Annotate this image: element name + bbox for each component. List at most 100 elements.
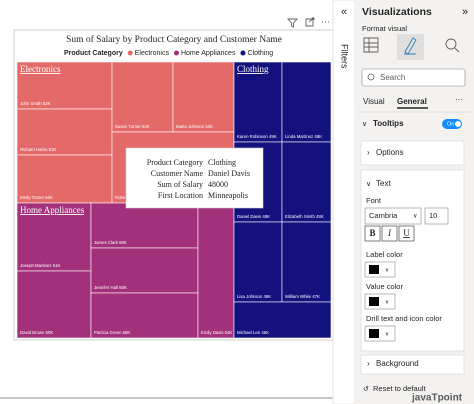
tooltip-value: Daniel Davis: [208, 169, 250, 178]
tile: [233, 301, 332, 339]
tile: [233, 61, 283, 143]
style-button[interactable]: [364, 225, 381, 242]
text-section[interactable]: Text: [376, 179, 391, 188]
tooltip-key: First Location: [158, 191, 203, 200]
search-box[interactable]: [361, 68, 466, 87]
group-label: Clothing: [237, 64, 269, 74]
expand-icon[interactable]: »: [462, 6, 468, 18]
tooltip-key: Product Category: [147, 158, 203, 167]
legend: Product Category Electronics Home Applianc…: [64, 50, 273, 57]
tile-label: Robe: [115, 195, 126, 200]
more-options[interactable]: ···: [455, 95, 463, 104]
tile: [281, 61, 332, 143]
tooltip-key: Customer Name: [151, 169, 204, 178]
tooltip-box: [125, 147, 264, 209]
tile-label: Joseph Martinez 61K: [20, 263, 60, 268]
tooltip-key: Sum of Salary: [157, 180, 203, 189]
tile: [16, 61, 113, 110]
tooltip-value: 48000: [208, 180, 228, 189]
style-label: I: [387, 228, 392, 238]
reset-icon[interactable]: ↺: [363, 386, 369, 393]
swatch: [369, 297, 379, 306]
legend-dot: [173, 50, 179, 56]
pane-subtitle: Format visual: [362, 24, 407, 33]
chevron[interactable]: ∨: [362, 121, 367, 128]
visual-header-icons: [287, 17, 329, 28]
format-selected: [397, 34, 424, 60]
chevron: ∨: [385, 267, 389, 273]
style-button[interactable]: [381, 225, 398, 242]
legend-dot: [240, 50, 246, 56]
filter-icon[interactable]: [287, 18, 298, 28]
options-card[interactable]: [360, 140, 465, 166]
filters-label[interactable]: Filters: [340, 44, 350, 69]
tile-label: David Brown 60K: [20, 330, 53, 335]
reset-link[interactable]: Reset to default: [373, 384, 426, 393]
analytics-icon[interactable]: [445, 38, 457, 50]
chevron: ›: [367, 148, 370, 157]
tile-label: Jennifer Hall 55K: [94, 285, 127, 290]
tooltips-section[interactable]: Tooltips: [373, 119, 404, 128]
background-card[interactable]: [360, 354, 465, 375]
format-icons: [363, 34, 460, 60]
tile-label: Michael Lee 45K: [237, 330, 269, 335]
chevron[interactable]: ∨: [366, 181, 371, 188]
tooltip-value: Clothing: [208, 158, 236, 167]
swatch: [369, 329, 379, 338]
tooltip: Product Category Clothing Customer Name Dan…: [125, 147, 264, 209]
search-placeholder: Search: [380, 73, 405, 82]
format-icon[interactable]: [404, 37, 417, 55]
tile: [16, 154, 113, 204]
watermark: javaTpoint: [411, 393, 463, 404]
background-section[interactable]: Background: [376, 359, 419, 368]
tile: [281, 141, 332, 223]
tile-label: Emily Turner 50K: [20, 195, 53, 200]
chevron: ›: [367, 359, 370, 368]
legend-label: Product Category: [64, 50, 123, 57]
tile-label: Richard Harris 51K: [20, 147, 56, 152]
tile: [197, 202, 235, 339]
collapse-icon[interactable]: «: [341, 6, 347, 18]
tile-label: Susan Turner 54K: [115, 124, 150, 129]
focus-icon[interactable]: [305, 17, 315, 27]
tile: [90, 247, 199, 294]
group-label: Home Appliances: [20, 205, 85, 215]
tile-label: Patricia Green 58K: [94, 330, 130, 335]
font-dropdown[interactable]: [364, 207, 422, 225]
chevron: ∨: [413, 214, 417, 220]
pane-title: Visualizations: [362, 6, 432, 18]
legend-item: Electronics: [135, 50, 170, 57]
tile-label: Elizabeth Smith 48K: [285, 214, 324, 219]
size-value: 10: [429, 211, 437, 220]
tab-general[interactable]: General: [397, 97, 427, 106]
legend-item: Clothing: [247, 50, 273, 57]
font-label: Font: [366, 196, 382, 205]
value-color: Value color: [366, 282, 403, 291]
tile-label: Daniel Davis 48K: [237, 214, 270, 219]
tile: [233, 221, 283, 303]
tooltip-value: Minneapolis: [208, 191, 248, 200]
tile-label: Linda Martinez 48K: [285, 134, 322, 139]
chevron: ∨: [385, 331, 389, 337]
legend-item: Home Appliances: [181, 50, 236, 57]
drill-color: Drill text and icon color: [366, 314, 442, 323]
style-button[interactable]: [398, 225, 415, 242]
options-section[interactable]: Options: [376, 148, 404, 157]
tile-label: James Clark 60K: [94, 240, 127, 245]
text-card: [360, 169, 465, 352]
tile: [111, 61, 174, 133]
tile: [90, 202, 199, 249]
swatch: [369, 265, 379, 274]
chevron: ∨: [385, 299, 389, 305]
tile-label: Lisa Johnson 48K: [237, 294, 271, 299]
size-box[interactable]: [424, 207, 449, 225]
tab-visual[interactable]: Visual: [363, 97, 385, 106]
tile-label: Maria Johnson 53K: [176, 124, 213, 129]
style-label: U: [403, 228, 410, 238]
tile-label: John Smith 52K: [20, 101, 50, 106]
toggle-label: On: [447, 121, 454, 127]
tile: [281, 221, 332, 303]
tile: [172, 61, 235, 133]
visual-title: Sum of Salary by Product Category and Cu…: [66, 34, 282, 45]
build-icon[interactable]: [363, 37, 379, 53]
